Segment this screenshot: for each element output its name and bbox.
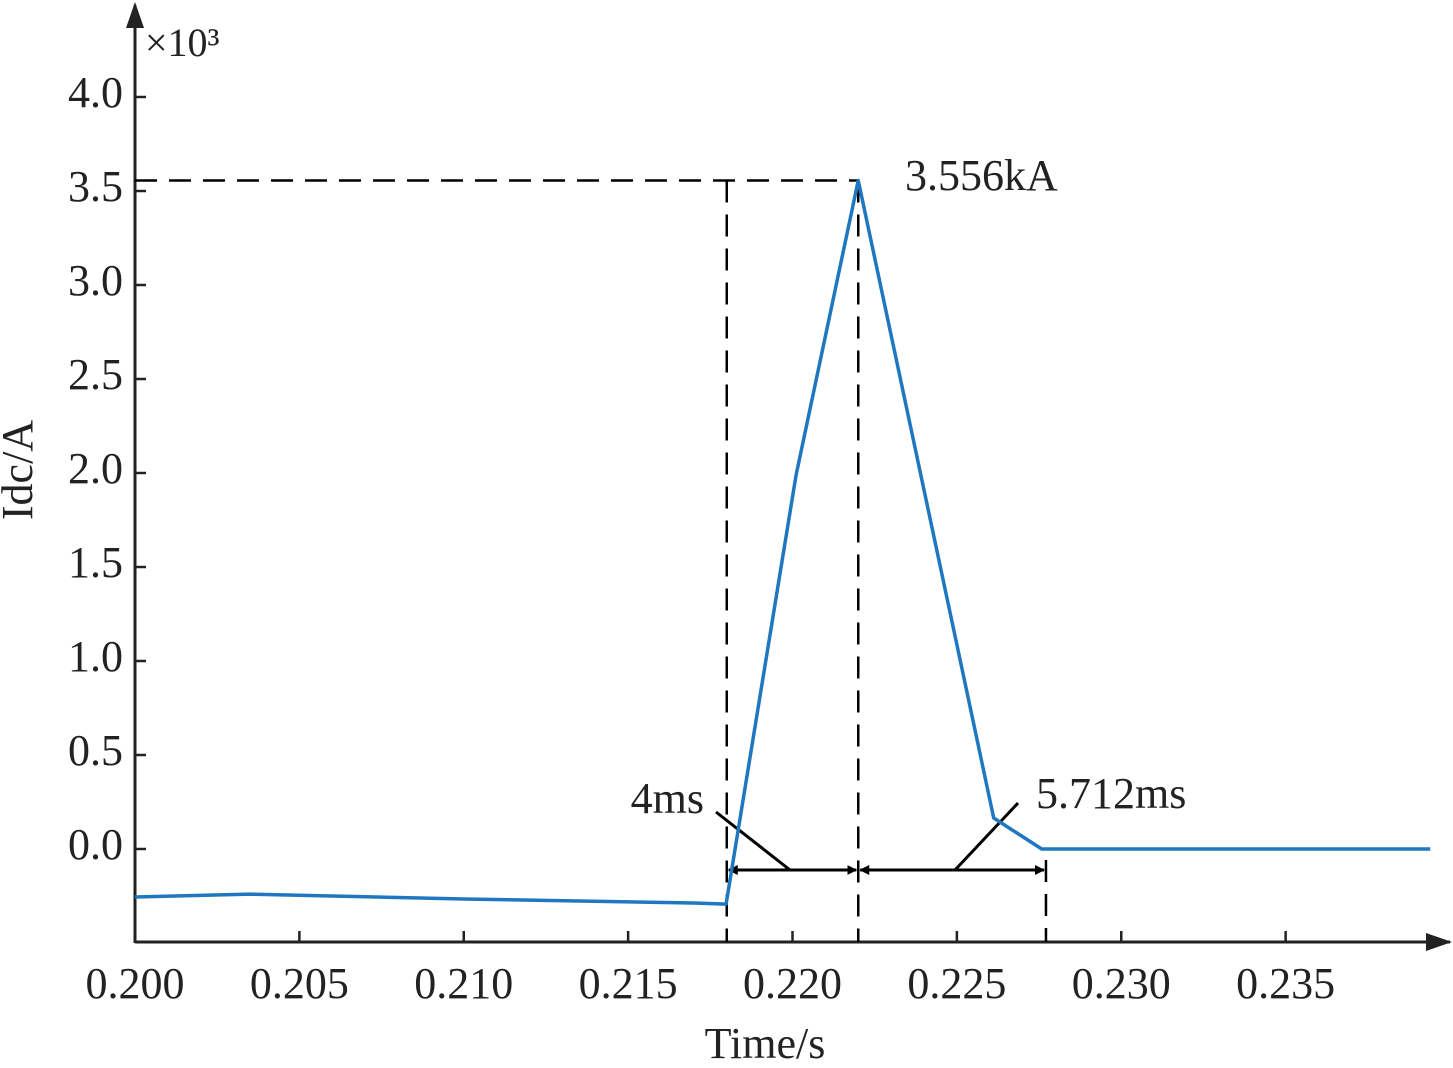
x-tick-label: 0.220 [743,959,842,1008]
y-tick-label: 0.0 [68,820,123,869]
y-tick-label: 3.5 [68,162,123,211]
y-tick-label: 1.0 [68,632,123,681]
x-tick-label: 0.210 [414,959,513,1008]
leader-line [715,810,791,872]
x-tick-label: 0.205 [250,959,349,1008]
y-tick-label: 4.0 [68,68,123,117]
x-tick-label: 0.200 [86,959,185,1008]
y-label: Idc/A [0,420,42,520]
y-tick-label: 1.5 [68,538,123,587]
y-multiplier: ×10³ [145,20,220,65]
x-tick-label: 0.215 [579,959,678,1008]
x-arrow [1426,933,1452,951]
y-arrow [126,2,144,28]
x-tick-label: 0.230 [1072,959,1171,1008]
x-label: Time/s [705,1019,826,1068]
y-tick-label: 0.5 [68,726,123,775]
span-label: 5.712ms [1036,769,1186,818]
x-tick-label: 0.235 [1236,959,1335,1008]
leader-line [953,801,1020,872]
y-tick-label: 3.0 [68,256,123,305]
data-line [134,178,1431,906]
x-tick-label: 0.225 [907,959,1006,1008]
y-tick-label: 2.0 [68,444,123,493]
y-tick-label: 2.5 [68,350,123,399]
span-label: 4ms [631,774,704,823]
peak-label: 3.556kA [905,151,1058,200]
